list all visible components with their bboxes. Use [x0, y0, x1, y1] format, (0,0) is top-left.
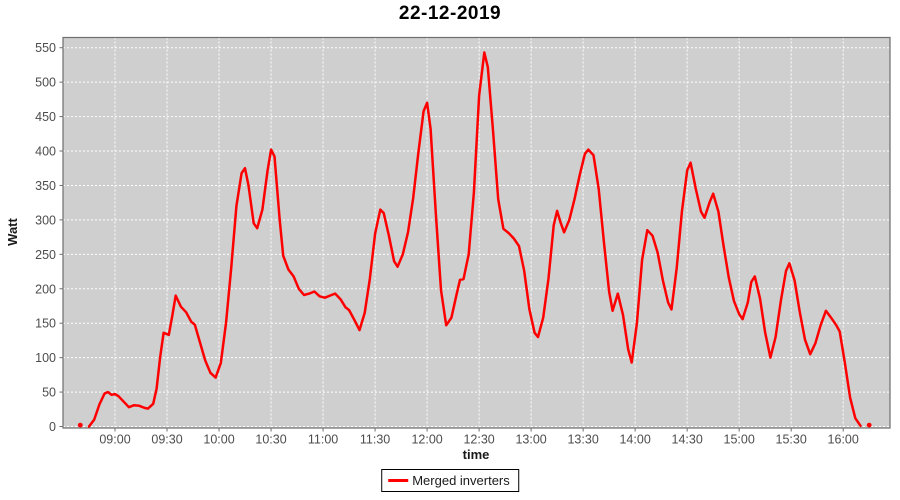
y-tick-label: 450 [35, 110, 56, 124]
x-tick-label: 11:30 [360, 433, 390, 447]
series-line-merged-inverters [87, 51, 862, 428]
x-axis-label: time [463, 447, 490, 462]
x-tick-label: 09:30 [151, 433, 182, 447]
legend: Merged inverters [381, 469, 519, 492]
x-tick-label: 10:30 [255, 433, 286, 447]
y-tick-label: 200 [35, 282, 56, 296]
series-point [866, 422, 872, 428]
x-tick-label: 11:00 [308, 433, 338, 447]
y-tick-label: 50 [42, 386, 56, 400]
y-tick-label: 250 [35, 248, 56, 262]
x-tick-label: 12:00 [411, 433, 442, 447]
series-point [77, 422, 83, 428]
chart-title: 22-12-2019 [398, 3, 502, 24]
x-tick-label: 12:30 [463, 433, 494, 447]
legend-item-label: Merged inverters [412, 473, 510, 488]
x-tick-label: 14:00 [619, 433, 650, 447]
y-tick-label: 0 [49, 420, 56, 434]
x-tick-label: 09:00 [99, 433, 130, 447]
y-tick-label: 150 [35, 317, 56, 331]
x-tick-label: 16:00 [828, 433, 859, 447]
y-tick-label: 500 [35, 76, 56, 90]
x-tick-label: 13:30 [567, 433, 598, 447]
x-tick-label: 13:00 [515, 433, 546, 447]
y-tick-label: 350 [35, 179, 56, 193]
x-tick-label: 10:00 [203, 433, 234, 447]
y-tick-label: 300 [35, 213, 56, 227]
y-tick-label: 550 [35, 41, 56, 55]
x-tick-label: 14:30 [672, 433, 703, 447]
plot-border [62, 36, 891, 429]
plot-background [63, 37, 890, 428]
y-tick-label: 400 [35, 145, 56, 159]
y-axis-label: Watt [5, 217, 20, 245]
legend-line-swatch [388, 479, 409, 482]
x-tick-label: 15:00 [724, 433, 755, 447]
y-tick-label: 100 [35, 351, 56, 365]
x-tick-label: 15:30 [776, 433, 807, 447]
